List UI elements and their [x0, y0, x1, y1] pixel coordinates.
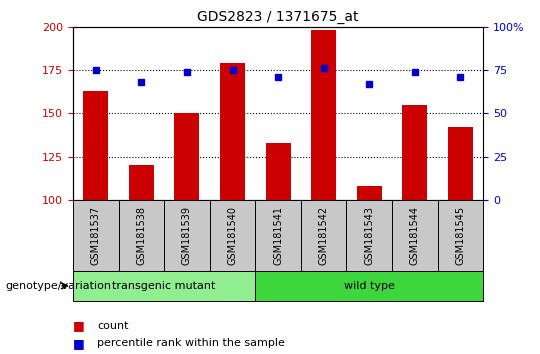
Text: GSM181541: GSM181541	[273, 206, 283, 265]
Text: GSM181540: GSM181540	[227, 206, 238, 265]
Bar	[311, 30, 336, 200]
Bar	[266, 143, 291, 200]
Bar	[392, 200, 438, 271]
Text: transgenic mutant: transgenic mutant	[112, 281, 216, 291]
Bar	[73, 271, 255, 301]
Bar	[347, 200, 392, 271]
Bar	[402, 105, 428, 200]
Bar	[174, 113, 199, 200]
Bar	[83, 91, 108, 200]
Bar	[255, 271, 483, 301]
Text: GSM181542: GSM181542	[319, 206, 329, 265]
Bar	[220, 63, 245, 200]
Bar	[118, 200, 164, 271]
Bar	[164, 200, 210, 271]
Title: GDS2823 / 1371675_at: GDS2823 / 1371675_at	[197, 10, 359, 24]
Bar	[210, 200, 255, 271]
Text: GSM181539: GSM181539	[182, 206, 192, 265]
Text: GSM181538: GSM181538	[136, 206, 146, 265]
Bar	[357, 186, 382, 200]
Text: genotype/variation: genotype/variation	[5, 281, 111, 291]
Bar	[129, 165, 154, 200]
Text: count: count	[97, 321, 129, 331]
Text: percentile rank within the sample: percentile rank within the sample	[97, 338, 285, 348]
Bar	[255, 200, 301, 271]
Text: GSM181545: GSM181545	[456, 206, 465, 265]
Bar	[301, 200, 347, 271]
Text: GSM181543: GSM181543	[364, 206, 374, 265]
Bar	[73, 200, 118, 271]
Text: ■: ■	[73, 319, 89, 332]
Text: GSM181544: GSM181544	[410, 206, 420, 265]
Text: GSM181537: GSM181537	[91, 206, 100, 265]
Text: ■: ■	[73, 337, 89, 350]
Bar	[448, 127, 473, 200]
Bar	[438, 200, 483, 271]
Text: wild type: wild type	[344, 281, 395, 291]
